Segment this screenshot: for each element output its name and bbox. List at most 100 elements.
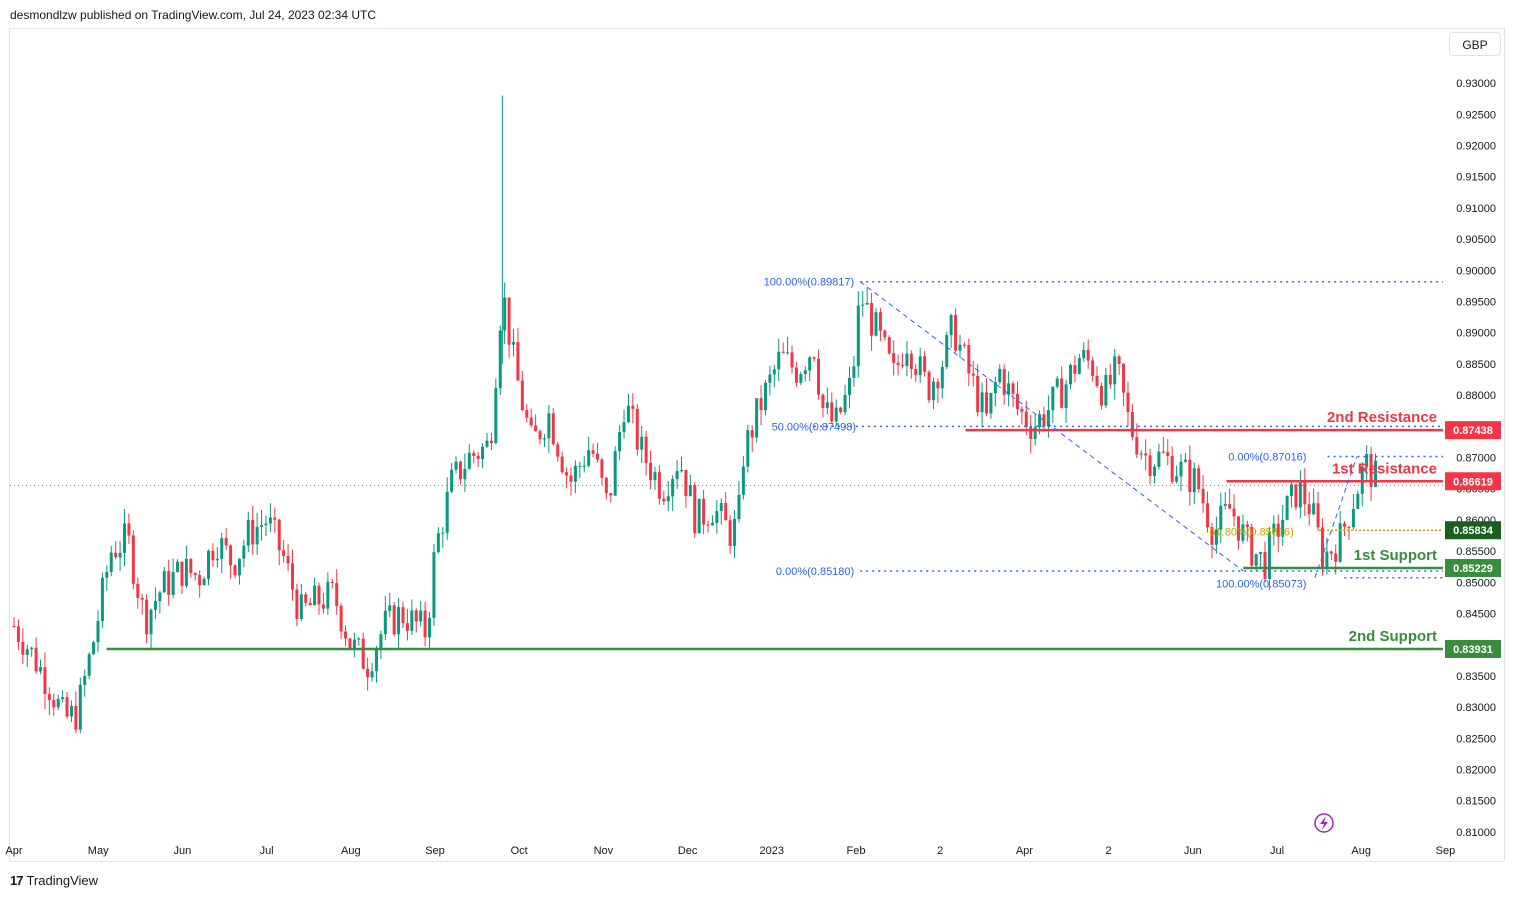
- candle-body: [1192, 468, 1196, 493]
- candle-body: [901, 364, 905, 366]
- candle-body: [958, 344, 962, 351]
- candle-body: [830, 402, 834, 422]
- candle-body: [277, 519, 281, 551]
- candle-body: [945, 335, 949, 367]
- candle-body: [640, 436, 644, 450]
- candle-body: [207, 550, 211, 579]
- candle-body: [1298, 482, 1302, 508]
- candle-body: [1170, 455, 1174, 482]
- candle-body: [1343, 523, 1347, 527]
- candle-body: [1210, 527, 1214, 545]
- currency-selector[interactable]: GBP: [1449, 32, 1501, 56]
- candle-body: [985, 392, 989, 414]
- fib-layer: 100.00%(0.89817) 50.00%(0.87498) 0.00%(0.8…: [764, 277, 1443, 591]
- candle-body: [512, 342, 516, 345]
- x-tick-label: Jun: [174, 845, 192, 857]
- candle-body: [635, 408, 639, 450]
- x-tick-label: Sep: [1436, 845, 1456, 857]
- candle-body: [1183, 459, 1187, 462]
- candle-body: [1055, 378, 1059, 387]
- candle-body: [1139, 453, 1143, 455]
- candle-body: [52, 700, 56, 708]
- lightning-icon[interactable]: [1314, 813, 1334, 833]
- candle-body: [856, 305, 860, 367]
- candle-body: [184, 558, 188, 586]
- y-tick-label: 0.81500: [1456, 796, 1496, 808]
- candle-body: [1236, 516, 1240, 541]
- y-tick-label: 0.83500: [1456, 671, 1496, 683]
- candle-body: [1161, 451, 1165, 453]
- candle-body: [865, 302, 869, 305]
- candle-body: [750, 430, 754, 438]
- y-tick-label: 0.87000: [1456, 452, 1496, 464]
- candle-body: [140, 597, 144, 600]
- candle-body: [649, 463, 653, 481]
- candle-body: [560, 456, 564, 473]
- candle-body: [1073, 365, 1077, 374]
- candle-body: [489, 440, 493, 443]
- candle-body: [273, 517, 277, 520]
- candle-body: [719, 503, 723, 511]
- candle-body: [600, 459, 604, 478]
- candle-body: [892, 353, 896, 363]
- candle-body: [189, 558, 193, 574]
- candle-body: [388, 605, 392, 611]
- y-tick-label: 0.93000: [1456, 78, 1496, 90]
- candle-body: [1334, 553, 1338, 562]
- candle-body: [1015, 393, 1019, 410]
- candle-body: [290, 563, 294, 590]
- candle-body: [1152, 466, 1156, 476]
- candle-body: [909, 353, 913, 370]
- chart-frame: [9, 28, 1505, 862]
- candle-body: [65, 697, 69, 717]
- candle-body: [370, 671, 374, 678]
- y-tick-label: 0.92000: [1456, 140, 1496, 152]
- candle-body: [472, 452, 476, 456]
- candle-body: [317, 585, 321, 605]
- candle-body: [39, 667, 43, 672]
- fib-label: 50.00%(0.87498): [772, 421, 856, 433]
- candle-body: [1369, 453, 1373, 487]
- candle-body: [759, 398, 763, 411]
- level-label: 2nd Support: [1349, 628, 1437, 645]
- x-tick-label: Jul: [1270, 845, 1284, 857]
- candle-body: [1135, 436, 1139, 455]
- candle-body: [790, 352, 794, 368]
- y-tick-label: 0.90000: [1456, 265, 1496, 277]
- candle-body: [538, 431, 542, 440]
- candle-body: [374, 649, 378, 672]
- candle-body: [1307, 504, 1311, 515]
- x-tick-label: Nov: [594, 845, 614, 857]
- fib2-trend-line: [1314, 456, 1358, 578]
- y-tick-label: 0.89000: [1456, 328, 1496, 340]
- tradingview-logo-icon: 17: [10, 873, 24, 888]
- candle-body: [1038, 414, 1042, 428]
- candle-body: [463, 468, 467, 480]
- candle-body: [1228, 504, 1232, 509]
- candle-body: [43, 667, 47, 695]
- fib-label: 100.00%(0.89817): [764, 277, 855, 289]
- candle-body: [344, 631, 348, 639]
- candle-body: [1099, 385, 1103, 406]
- price-tag-label: 0.83931: [1453, 644, 1493, 656]
- candle-body: [534, 425, 538, 432]
- candle-body: [1002, 368, 1006, 395]
- candle-body: [1316, 503, 1320, 528]
- level-label: 1st Support: [1354, 547, 1437, 564]
- candle-body: [1020, 409, 1024, 412]
- candle-body: [392, 605, 396, 635]
- candle-body: [847, 377, 851, 395]
- candle-body: [569, 475, 573, 482]
- candle-body: [1254, 554, 1258, 566]
- x-tick-label: Oct: [511, 845, 528, 857]
- candle-body: [321, 604, 325, 609]
- candle-body: [193, 573, 197, 575]
- candle-body: [335, 583, 339, 606]
- x-axis: Apr May Jun Jul Aug Sep Oct Nov Dec 2023 Feb 2 Apr 2 J…: [5, 845, 1455, 857]
- candle-body: [1338, 523, 1342, 562]
- x-tick-label: May: [88, 845, 109, 857]
- candle-body: [1303, 482, 1307, 505]
- y-tick-label: 0.91500: [1456, 172, 1496, 184]
- candle-body: [123, 523, 127, 553]
